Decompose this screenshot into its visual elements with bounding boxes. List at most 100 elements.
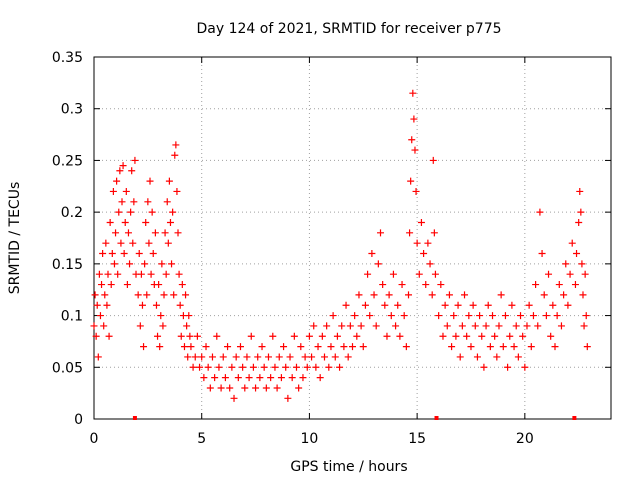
data-point (424, 239, 432, 247)
data-point (534, 322, 542, 330)
y-tick-label: 0 (74, 412, 83, 428)
data-point (482, 322, 490, 330)
data-point (224, 343, 232, 351)
data-point (578, 260, 586, 268)
data-point (514, 353, 522, 361)
data-point (443, 322, 451, 330)
data-point (463, 332, 471, 340)
data-point (476, 312, 484, 320)
data-point (409, 89, 417, 97)
data-point (110, 260, 118, 268)
data-point (147, 270, 155, 278)
data-point (441, 301, 449, 309)
data-point (206, 384, 214, 392)
data-point (379, 281, 387, 289)
data-point (553, 312, 561, 320)
data-point (536, 208, 544, 216)
data-point (232, 353, 240, 361)
data-point (437, 281, 445, 289)
data-point (100, 322, 108, 330)
data-point (124, 229, 132, 237)
data-point (170, 291, 178, 299)
data-point (323, 322, 331, 330)
data-point (540, 291, 548, 299)
data-point (230, 394, 238, 402)
data-point (333, 332, 341, 340)
data-point (160, 291, 168, 299)
data-point (355, 291, 363, 299)
data-point (254, 353, 262, 361)
data-point (169, 208, 177, 216)
data-point (118, 198, 126, 206)
data-point (493, 353, 501, 361)
data-point (336, 363, 344, 371)
data-point (327, 343, 335, 351)
data-point (135, 250, 143, 258)
data-point (465, 312, 473, 320)
y-tick-label: 0.2 (61, 205, 83, 221)
data-point (549, 301, 557, 309)
data-point (290, 332, 298, 340)
data-point (183, 322, 191, 330)
data-point (381, 301, 389, 309)
data-point (413, 239, 421, 247)
data-point (174, 229, 182, 237)
data-point (527, 343, 535, 351)
data-point (185, 312, 193, 320)
data-point (495, 322, 503, 330)
x-tick-label: 20 (516, 431, 534, 447)
axis-ticks (93, 56, 611, 420)
data-point (193, 332, 201, 340)
data-point (410, 115, 418, 123)
data-point (106, 218, 114, 226)
data-point (144, 198, 152, 206)
data-point (532, 281, 540, 289)
data-point (292, 363, 300, 371)
data-point (575, 218, 583, 226)
data-point (545, 270, 553, 278)
data-point (164, 239, 172, 247)
data-point (359, 343, 367, 351)
y-tick-label: 0.35 (52, 50, 83, 66)
data-point (151, 229, 159, 237)
data-point (267, 374, 275, 382)
data-point (521, 363, 529, 371)
data-point (370, 291, 378, 299)
data-point (310, 322, 318, 330)
data-point (508, 301, 516, 309)
data-points (90, 89, 591, 402)
data-point (484, 301, 492, 309)
data-point (175, 270, 183, 278)
data-point (138, 301, 146, 309)
data-point (504, 363, 512, 371)
data-point (168, 260, 176, 268)
data-point (387, 312, 395, 320)
data-point (471, 322, 479, 330)
data-point (351, 312, 359, 320)
data-point (412, 187, 420, 195)
data-point (234, 374, 242, 382)
y-axis-label: SRMTID / TECUs (7, 182, 23, 295)
data-point (155, 281, 163, 289)
data-point (180, 343, 188, 351)
data-point (245, 374, 253, 382)
data-point (454, 301, 462, 309)
data-point (208, 353, 216, 361)
data-point (305, 332, 313, 340)
data-point (461, 291, 469, 299)
data-point (186, 332, 194, 340)
gap-marker (572, 416, 577, 420)
data-point (429, 156, 437, 164)
data-point (94, 353, 102, 361)
data-point (577, 208, 585, 216)
data-point (394, 301, 402, 309)
data-point (131, 156, 139, 164)
data-point (173, 187, 181, 195)
data-point (392, 322, 400, 330)
data-point (529, 312, 537, 320)
data-point (491, 332, 499, 340)
data-point (512, 322, 520, 330)
plot-frame (93, 56, 612, 420)
y-tick-label: 0.15 (52, 257, 83, 273)
